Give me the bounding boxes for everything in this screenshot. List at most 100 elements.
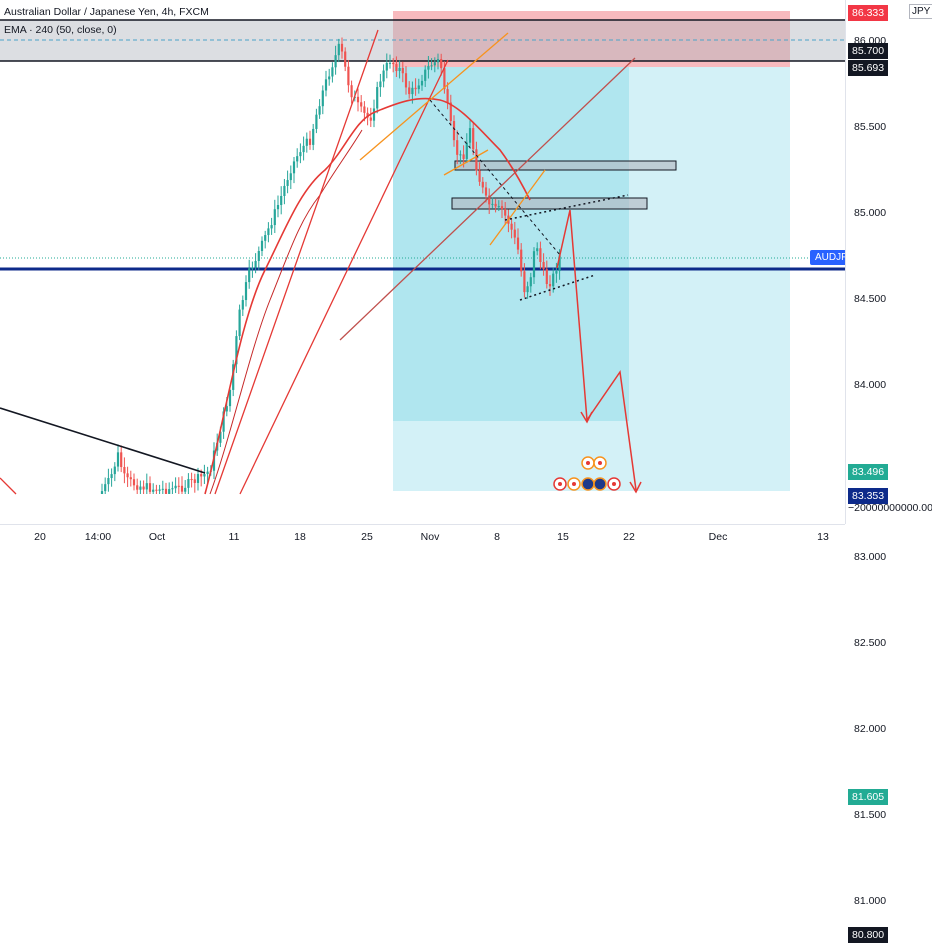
supply-box-lower[interactable]: [451, 197, 648, 210]
short-position-target-zone[interactable]: [393, 67, 629, 421]
candle-body: [244, 282, 248, 301]
candle-body: [331, 67, 334, 77]
candle-body: [145, 483, 148, 490]
candle-body: [456, 140, 459, 155]
symbol-badge: AUDJPY: [810, 250, 845, 265]
candle-body: [158, 489, 161, 491]
candle-body: [270, 225, 273, 229]
candle-body: [404, 73, 408, 88]
red-trendline-2[interactable]: [239, 59, 449, 495]
candle-body: [395, 64, 398, 72]
price-tag: 83.496: [848, 463, 889, 480]
candle-body: [414, 87, 417, 90]
candle-body: [222, 411, 225, 432]
brown-trendline[interactable]: [339, 57, 636, 341]
candle-body: [184, 487, 187, 492]
candle-body: [254, 260, 257, 268]
candle-body: [321, 90, 324, 107]
candle-body: [510, 223, 513, 230]
price-tag: 86.333: [848, 5, 889, 21]
chart-title[interactable]: Australian Dollar / Japanese Yen, 4h, FX…: [4, 6, 209, 18]
price-scale[interactable]: 86.000 85.500 85.000 84.500 84.000 83.000 82.5…: [845, 0, 932, 943]
time-scale[interactable]: 20 14:00 Oct 11 18 25 Nov 8 15 22 Dec 13: [0, 524, 845, 551]
ema-channel: [209, 129, 363, 495]
time-tick-label: 8: [494, 531, 500, 543]
projection-path[interactable]: [556, 209, 637, 491]
red-trendline-1[interactable]: [214, 29, 379, 495]
economic-event-icons[interactable]: [553, 456, 621, 491]
candle-body: [350, 85, 353, 98]
candle-body: [193, 479, 196, 483]
chart-area[interactable]: Australian Dollar / Japanese Yen, 4h, FX…: [0, 0, 845, 524]
time-tick-label: 14:00: [84, 531, 112, 543]
candle-body: [449, 102, 452, 122]
price-tick-label: 82.500: [854, 637, 887, 649]
candle-body: [366, 112, 369, 118]
candle-body: [206, 471, 209, 475]
candle-body: [446, 89, 449, 103]
currency-label[interactable]: JPY: [909, 4, 932, 19]
price-chart[interactable]: [0, 0, 845, 524]
red-segment-left: [0, 477, 17, 495]
time-tick-label: 11: [228, 531, 240, 543]
candles: [100, 37, 561, 494]
candle-body: [427, 65, 430, 70]
candle-body: [516, 237, 520, 250]
indicator-legend[interactable]: EMA · 240 (50, close, 0): [4, 24, 117, 36]
orange-channel-3[interactable]: [489, 169, 546, 246]
candle-body: [283, 185, 286, 196]
candle-body: [459, 154, 462, 156]
candle-body: [360, 102, 363, 107]
candle-body: [132, 479, 136, 486]
candle-body: [196, 474, 200, 483]
candle-body: [494, 203, 497, 207]
candle-body: [539, 248, 542, 262]
candle-body: [497, 206, 500, 208]
dotted-lower-wedge[interactable]: [519, 274, 596, 301]
orange-channel-1[interactable]: [359, 32, 509, 161]
candle-body: [424, 69, 427, 81]
candle-body: [548, 284, 552, 287]
candle-body: [398, 67, 401, 72]
candle-body: [369, 117, 372, 121]
dotted-upper-wedge[interactable]: [504, 194, 629, 221]
candle-body: [273, 209, 276, 226]
candle-body: [372, 108, 376, 121]
supply-box-upper[interactable]: [454, 160, 677, 171]
candle-body: [408, 87, 411, 95]
candle-body: [420, 80, 424, 86]
candle-body: [107, 478, 110, 485]
candle-body: [491, 203, 494, 205]
candle-body: [100, 491, 104, 494]
black-trendline[interactable]: [0, 407, 206, 474]
time-tick-label: 13: [817, 531, 829, 543]
candle-body: [532, 251, 536, 278]
candle-body: [488, 195, 491, 205]
candle-body: [411, 87, 414, 95]
price-tick-label: 81.500: [854, 809, 887, 821]
candle-body: [174, 485, 177, 489]
candle-body: [328, 76, 331, 80]
candle-body: [180, 485, 184, 492]
candle-body: [104, 484, 107, 492]
candle-body: [120, 452, 123, 468]
orange-channel-2[interactable]: [443, 149, 489, 176]
short-position-extended-zone[interactable]: [629, 67, 790, 491]
candle-body: [155, 489, 158, 491]
candle-body: [228, 389, 232, 407]
price-bottom-label: −20000000000.000: [848, 502, 932, 514]
candle-body: [241, 300, 244, 310]
candle-body: [440, 59, 443, 69]
candle-body: [347, 66, 350, 86]
candle-body: [139, 486, 142, 490]
candle-body: [187, 479, 190, 488]
candle-body: [376, 87, 379, 109]
candle-body: [513, 229, 516, 238]
candle-body: [302, 145, 305, 153]
candle-body: [110, 474, 113, 479]
candle-body: [552, 273, 555, 287]
candle-body: [171, 488, 174, 490]
time-tick-label: Oct: [148, 531, 166, 543]
candle-body: [465, 142, 468, 159]
candle-body: [468, 128, 472, 143]
